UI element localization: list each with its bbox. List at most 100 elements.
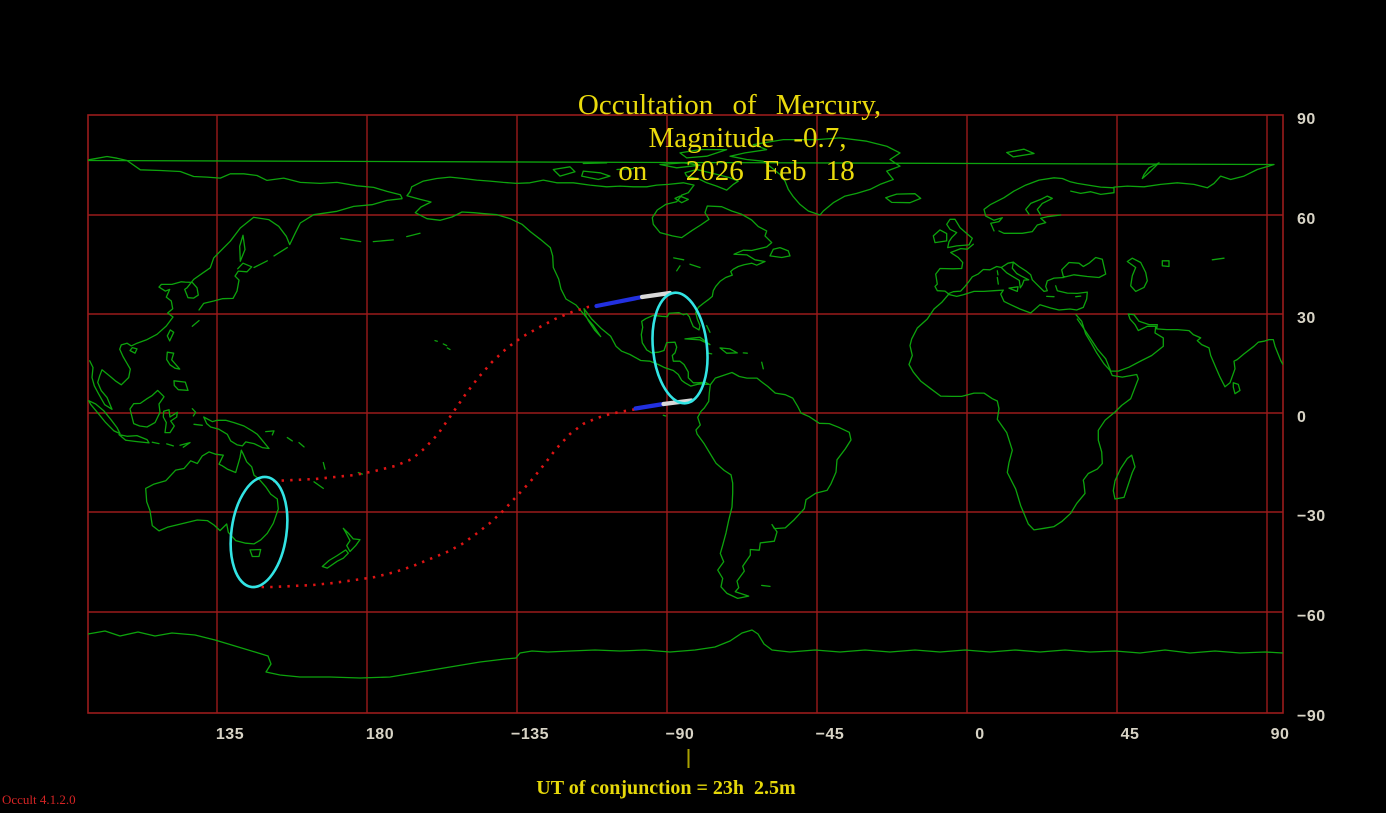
coastline xyxy=(129,389,165,428)
coastline xyxy=(983,177,1115,232)
coastline xyxy=(1161,260,1170,268)
coastline xyxy=(684,168,739,191)
coastline xyxy=(662,414,667,417)
coastline xyxy=(706,324,711,333)
coastline xyxy=(239,234,246,262)
occultation-zone-ellipse-americas xyxy=(651,291,709,405)
coastline xyxy=(118,433,150,444)
coastline xyxy=(166,443,174,447)
coastline xyxy=(1061,256,1107,279)
coastline xyxy=(769,246,791,259)
coastline xyxy=(1076,313,1283,388)
northern-limit-white-segment xyxy=(639,290,673,300)
coastline xyxy=(203,416,270,450)
coastline xyxy=(286,436,293,442)
coastline xyxy=(1000,261,1030,289)
chart-title: Occultation of Mercury, Magnitude -0.7, … xyxy=(0,56,1382,221)
coastline xyxy=(198,262,253,311)
longitude-tick-label: 135 xyxy=(215,726,245,743)
longitude-tick-label: 45 xyxy=(1120,726,1140,743)
latitude-tick-label: −30 xyxy=(1297,508,1326,525)
title-magnitude-text: Magnitude -0.7, xyxy=(648,122,847,154)
coastline xyxy=(193,423,203,426)
coastline xyxy=(695,371,852,600)
coastline xyxy=(89,198,403,410)
coastline xyxy=(434,339,438,342)
conjunction-time-label: UT of conjunction = 23h 2.5m xyxy=(536,777,796,799)
longitude-tick-label: −135 xyxy=(510,726,550,743)
latitude-tick-label: −90 xyxy=(1297,708,1326,725)
coastline xyxy=(1126,257,1148,293)
coastline xyxy=(88,155,403,199)
coastline xyxy=(166,329,175,342)
coastline xyxy=(273,246,288,257)
coastline xyxy=(321,549,349,569)
coastline xyxy=(173,380,189,392)
coastline xyxy=(673,257,685,261)
coastline xyxy=(659,162,701,169)
coastline xyxy=(729,137,901,216)
coastline xyxy=(446,347,451,351)
coastline xyxy=(679,148,728,159)
coastline xyxy=(340,237,362,243)
longitude-tick-label: 90 xyxy=(1270,726,1290,743)
longitude-tick-label: −90 xyxy=(665,726,695,743)
coastline xyxy=(145,449,279,545)
coastline xyxy=(1211,257,1225,261)
coastline xyxy=(298,441,305,448)
coastline xyxy=(406,176,773,387)
longitude-tick-label: 0 xyxy=(975,726,985,743)
coastline xyxy=(676,265,681,272)
occultation-zone-ellipse-australia xyxy=(229,475,289,589)
coastline xyxy=(674,195,689,204)
title-event-text: Occultation of Mercury, xyxy=(577,89,882,121)
coastline xyxy=(151,441,160,445)
coastline xyxy=(1075,295,1082,298)
map-border xyxy=(87,114,1284,714)
latitude-tick-label: 60 xyxy=(1297,211,1316,228)
coastline xyxy=(179,441,191,448)
coastline xyxy=(908,294,1139,531)
coastline xyxy=(1012,261,1065,293)
coastline xyxy=(406,232,421,238)
coastline xyxy=(552,166,576,177)
coastline xyxy=(265,430,275,436)
coastline xyxy=(1006,148,1035,158)
coastline xyxy=(996,276,999,285)
longitude-tick-label: 180 xyxy=(365,726,395,743)
coastline xyxy=(313,481,324,490)
coastline xyxy=(932,229,948,244)
coastline xyxy=(934,243,1002,295)
coastline xyxy=(582,162,608,165)
longitude-tick-label: −45 xyxy=(815,726,845,743)
coastline xyxy=(689,263,701,269)
coastline xyxy=(88,629,1283,679)
latitude-tick-label: 30 xyxy=(1297,310,1316,327)
coastline xyxy=(129,346,138,354)
coastline xyxy=(322,461,326,470)
coastline xyxy=(191,408,197,417)
coastlines xyxy=(88,137,1283,679)
northern-limit-blue-segment xyxy=(594,294,645,309)
coastline xyxy=(372,239,394,243)
coastline xyxy=(581,170,611,181)
coastline xyxy=(253,260,268,269)
coastline xyxy=(1008,286,1019,293)
coastline xyxy=(885,193,922,204)
coastline xyxy=(166,351,181,370)
coastline xyxy=(946,218,973,249)
coastline xyxy=(162,409,178,434)
coastline xyxy=(719,347,738,354)
occultation-overlay xyxy=(229,290,709,589)
coastline xyxy=(88,159,1275,189)
coastline xyxy=(1141,162,1160,180)
coastline xyxy=(442,343,448,347)
coastline xyxy=(684,336,711,346)
title-date-text: on 2026 Feb 18 xyxy=(618,155,855,187)
southern-limit-dotted-curve xyxy=(253,407,638,589)
coastline xyxy=(342,527,361,553)
coastline xyxy=(996,270,999,276)
coastline xyxy=(1112,454,1136,500)
